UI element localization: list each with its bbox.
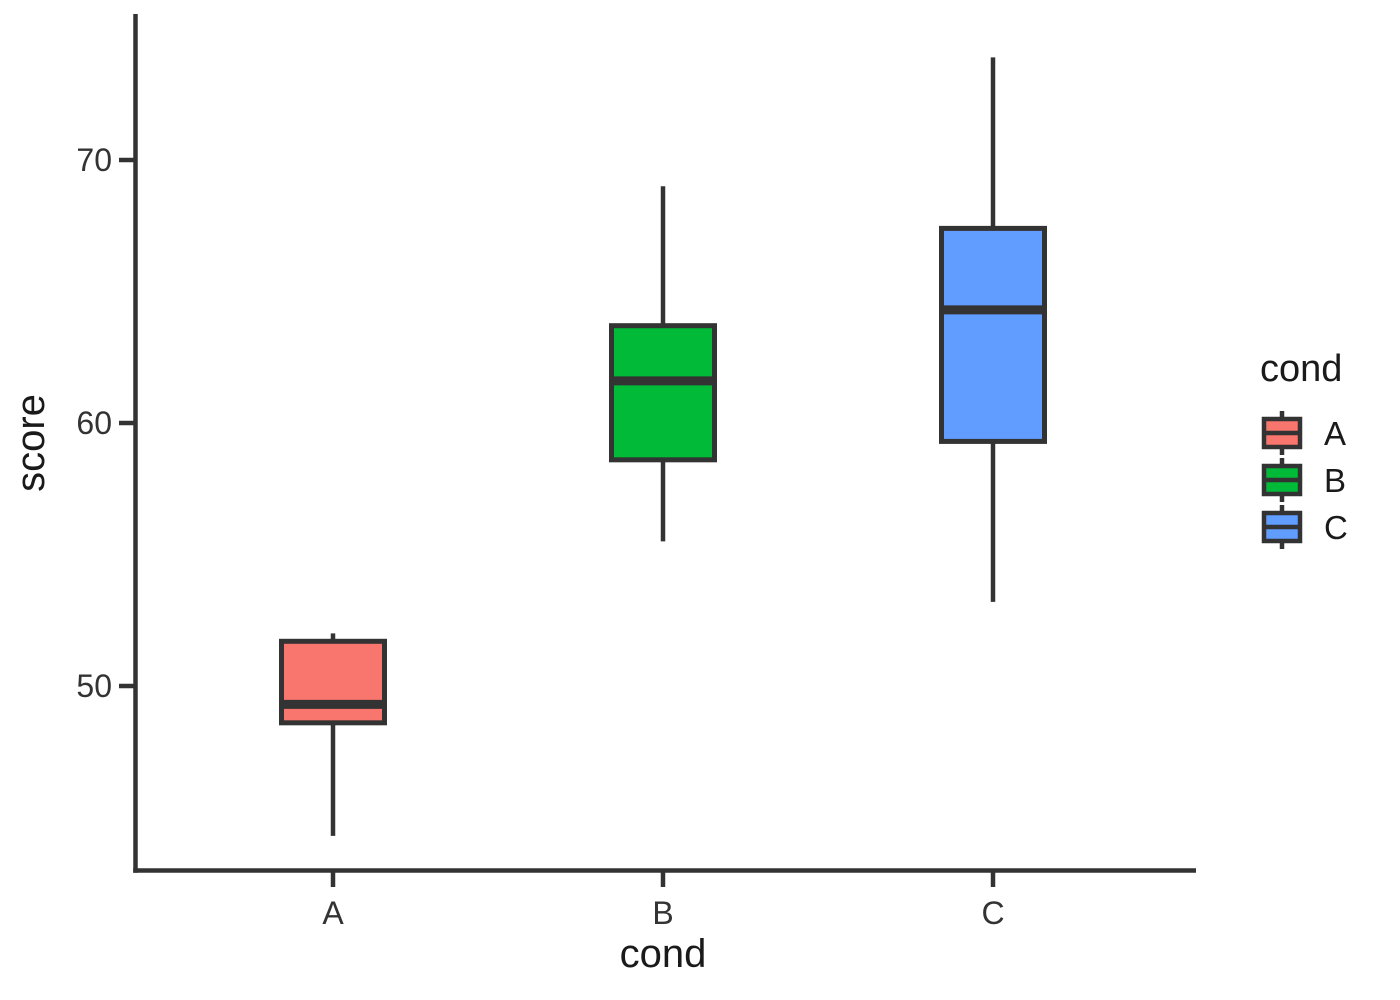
y-axis-title: score	[9, 394, 53, 492]
legend-title: cond	[1260, 348, 1342, 390]
legend-item-C: C	[1261, 505, 1348, 549]
legend-item-label: B	[1324, 462, 1346, 499]
x-tick-label: C	[981, 895, 1004, 931]
legend-item-label: A	[1324, 415, 1346, 452]
box-group-A	[279, 633, 387, 836]
box-group-C	[939, 57, 1047, 602]
y-tick-label: 50	[76, 668, 112, 704]
x-tick-label: A	[322, 895, 344, 931]
box-B	[609, 323, 717, 463]
box-C	[939, 225, 1047, 444]
x-axis-title: cond	[620, 932, 707, 976]
legend-item-B: B	[1261, 458, 1346, 502]
y-tick-label: 60	[76, 405, 112, 441]
y-tick-label: 70	[76, 142, 112, 178]
legend-item-label: C	[1324, 509, 1348, 546]
x-tick-label: B	[652, 895, 673, 931]
box-A	[279, 638, 387, 726]
legend: cond ABC	[1260, 348, 1348, 549]
box-group-B	[609, 186, 717, 542]
legend-item-A: A	[1261, 411, 1346, 455]
